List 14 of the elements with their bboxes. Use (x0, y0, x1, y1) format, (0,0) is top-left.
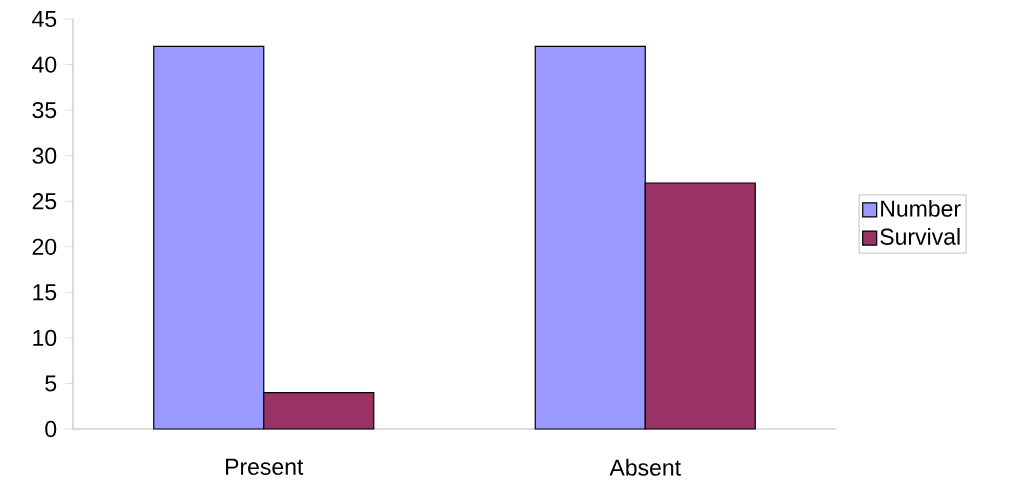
x-tick-label: Absent (609, 458, 681, 476)
y-tick-label: 15 (33, 284, 57, 301)
y-tick-label: 35 (32, 101, 57, 119)
y-tick-label: 5 (45, 375, 57, 392)
x-tick-label: Present (226, 458, 304, 475)
legend-label: Number (881, 199, 961, 217)
y-tick-label: 20 (32, 238, 57, 255)
y-tick-label: 0 (45, 420, 57, 438)
y-tick-label: 10 (33, 329, 57, 347)
y-tick-label: 45 (32, 10, 57, 28)
legend-label: Survival (880, 227, 960, 245)
y-tick-label: 30 (32, 147, 57, 164)
y-tick-label: 40 (32, 56, 57, 73)
y-tick-label: 25 (32, 193, 57, 210)
